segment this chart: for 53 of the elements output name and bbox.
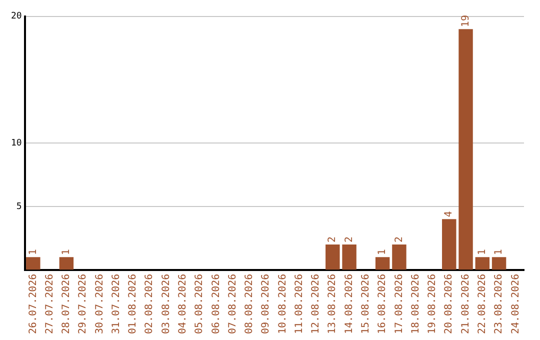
x-tick-label: 09.08.2026 xyxy=(260,274,272,334)
bar xyxy=(26,257,40,270)
x-tick-label: 26.07.2026 xyxy=(28,274,39,334)
x-tick-label: 07.08.2026 xyxy=(227,274,238,334)
x-tick-label: 28.07.2026 xyxy=(61,274,72,334)
data-label: 1 xyxy=(377,249,388,256)
x-tick-label: 23.08.2026 xyxy=(494,274,505,334)
x-tick-label: 30.07.2026 xyxy=(94,274,106,334)
x-tick-label: 11.08.2026 xyxy=(294,274,305,334)
x-tick-label: 15.08.2026 xyxy=(360,274,372,334)
x-tick-label: 10.08.2026 xyxy=(277,274,288,334)
data-label: 1 xyxy=(476,249,488,256)
y-tick-label: 20 xyxy=(10,12,22,22)
x-tick-label: 04.08.2026 xyxy=(178,274,188,334)
x-tick-label: 16.08.2026 xyxy=(377,274,388,334)
data-label: 1 xyxy=(61,249,72,256)
bar xyxy=(475,257,490,270)
bar xyxy=(492,257,506,270)
bar xyxy=(342,244,356,270)
x-tick-label: 14.08.2026 xyxy=(344,274,355,334)
x-tick-label: 12.08.2026 xyxy=(310,274,322,334)
bar xyxy=(458,29,473,270)
x-tick-label: 06.08.2026 xyxy=(210,274,222,334)
x-tick-label: 22.08.2026 xyxy=(476,274,488,334)
data-label: 1 xyxy=(28,249,39,256)
x-tick-label: 19.08.2026 xyxy=(427,274,438,334)
data-label: 2 xyxy=(394,236,405,242)
x-tick-label: 27.07.2026 xyxy=(44,274,56,334)
x-tick-label: 03.08.2026 xyxy=(160,274,172,334)
data-label: 1 xyxy=(494,249,505,256)
bar xyxy=(392,244,406,270)
bar xyxy=(59,257,74,270)
x-tick-label: 17.08.2026 xyxy=(394,274,405,334)
x-tick-label: 20.08.2026 xyxy=(444,274,455,334)
x-tick-label: 05.08.2026 xyxy=(194,274,206,334)
bar xyxy=(442,219,456,270)
x-tick-label: 01.08.2026 xyxy=(128,274,139,334)
data-label: 2 xyxy=(327,236,338,242)
bar xyxy=(326,244,340,270)
x-tick-label: 02.08.2026 xyxy=(144,274,156,334)
x-tick-label: 31.07.2026 xyxy=(110,274,122,334)
y-tick-label: 10 xyxy=(10,138,22,148)
x-tick-label: 29.07.2026 xyxy=(78,274,89,334)
data-label: 2 xyxy=(344,236,355,242)
bar xyxy=(375,257,390,270)
y-tick-label: 5 xyxy=(16,202,22,212)
data-label: 4 xyxy=(444,211,455,218)
x-tick-label: 13.08.2026 xyxy=(327,274,338,334)
x-tick-label: 18.08.2026 xyxy=(410,274,422,334)
x-tick-label: 21.08.2026 xyxy=(460,274,472,334)
x-tick-label: 08.08.2026 xyxy=(244,274,256,334)
x-tick-label: 24.08.2026 xyxy=(510,274,522,334)
data-label: 19 xyxy=(460,15,472,28)
